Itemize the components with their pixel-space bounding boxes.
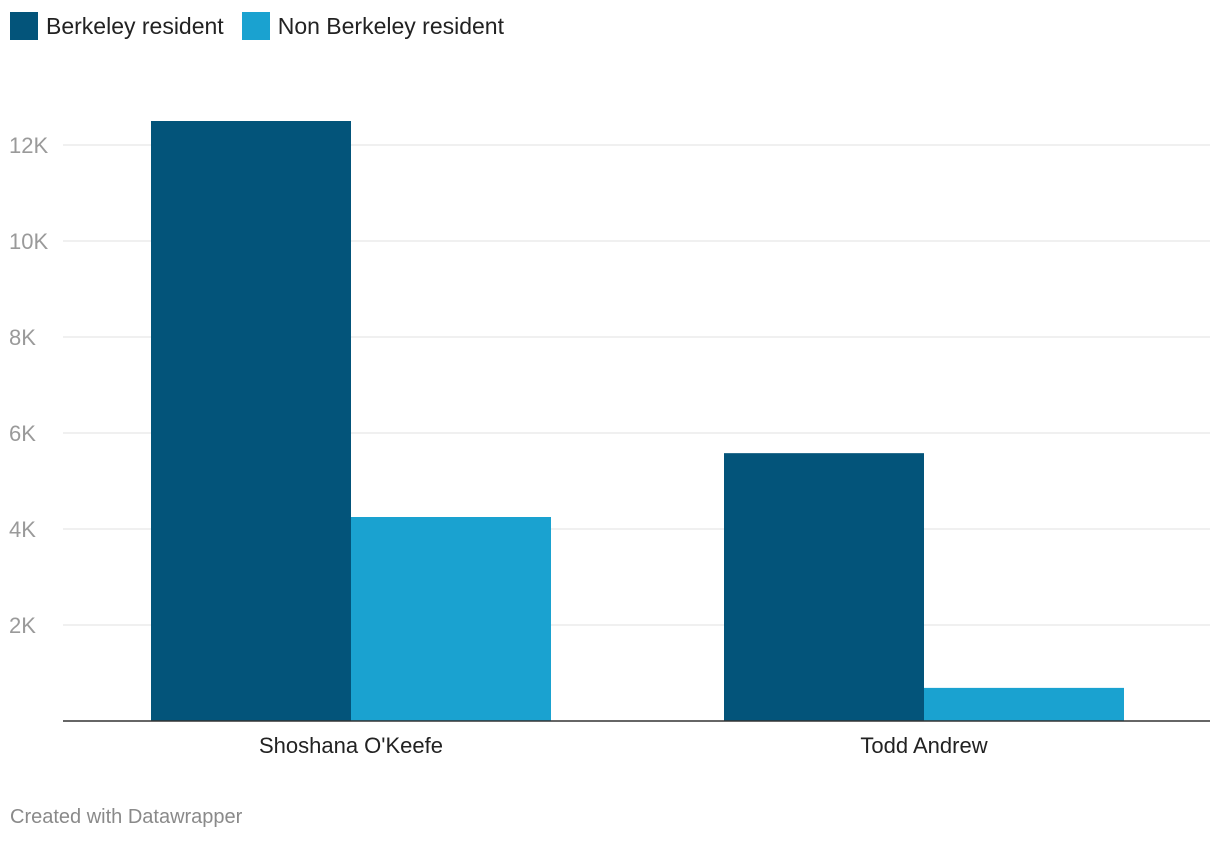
x-tick-label: Shoshana O'Keefe [259, 733, 443, 758]
y-tick-label: 6K [9, 421, 36, 446]
legend-swatch-berkeley-resident [10, 12, 38, 40]
chart-legend: Berkeley resident Non Berkeley resident [10, 12, 504, 40]
bar-berkeley-resident [151, 121, 351, 721]
legend-label-non-berkeley-resident: Non Berkeley resident [277, 12, 504, 39]
y-tick-label: 4K [9, 517, 36, 542]
legend-label-berkeley-resident: Berkeley resident [46, 12, 224, 39]
legend-swatch-non-berkeley-resident [241, 12, 270, 40]
bar-berkeley-resident [724, 453, 924, 721]
bar-non-berkeley-resident [924, 687, 1124, 721]
y-tick-label: 8K [9, 325, 36, 350]
footer-credit: Created with Datawrapper [10, 806, 243, 828]
y-tick-label: 12K [9, 133, 48, 158]
legend-item-non-berkeley-resident: Non Berkeley resident [241, 12, 504, 40]
bar-non-berkeley-resident [351, 517, 551, 721]
x-tick-label: Todd Andrew [860, 733, 987, 758]
y-tick-label: 2K [9, 613, 36, 638]
legend-item-berkeley-resident: Berkeley resident [10, 12, 224, 40]
y-tick-label: 10K [9, 229, 48, 254]
